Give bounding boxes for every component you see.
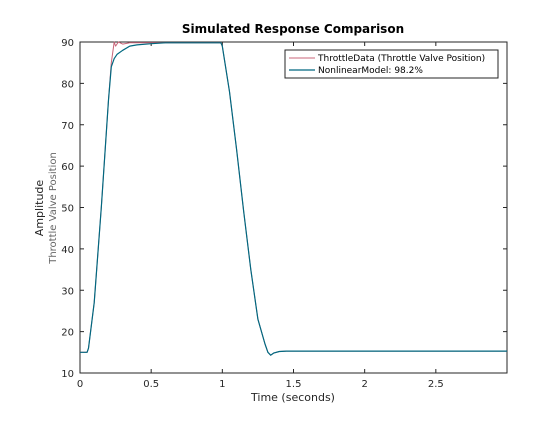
y-tick-label: 80 [61,79,74,90]
x-tick-label: 0.5 [143,379,159,390]
series-line-nonlinear-model [80,42,507,356]
legend-label-nonlinear-model: NonlinearModel: 98.2% [318,66,423,76]
x-tick-label: 2.5 [428,379,444,390]
y-tick-label: 70 [61,121,74,132]
y-tick-label: 90 [61,38,74,49]
y-axis-sublabel: Throttle Valve Position [48,152,59,265]
x-tick-label: 0 [77,379,83,390]
y-tick-label: 20 [61,328,74,339]
axis-ticks: 0 0.5 1 1.5 2 2.5 10 20 30 40 50 60 70 80 90 [61,38,507,390]
y-tick-label: 60 [61,162,74,173]
legend-label-throttle-data: ThrottleData (Throttle Valve Position) [317,54,485,64]
chart-title: Simulated Response Comparison [182,22,404,36]
x-tick-label: 1 [219,379,225,390]
y-axis-label: Amplitude [33,180,46,237]
y-tick-label: 30 [61,286,74,297]
y-tick-label: 10 [61,369,74,380]
x-tick-label: 2 [361,379,367,390]
y-tick-label: 50 [61,204,74,215]
y-tick-label: 40 [61,245,74,256]
legend: ThrottleData (Throttle Valve Position) N… [284,49,499,79]
legend-box [284,49,499,79]
x-tick-label: 1.5 [286,379,302,390]
series-layer [80,41,507,356]
x-axis-label: Time (seconds) [250,391,335,404]
plot-area [79,41,508,374]
